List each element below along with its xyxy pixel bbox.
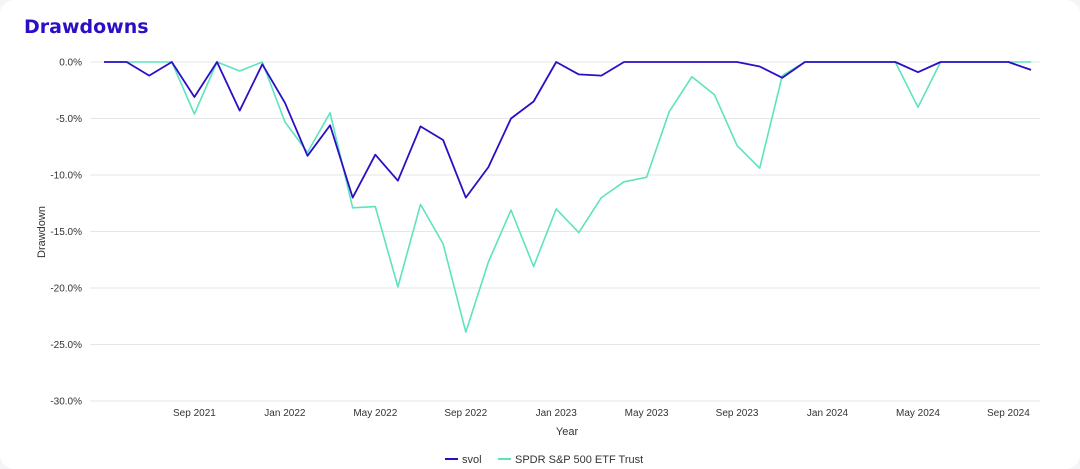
x-tick-label: Jan 2024 xyxy=(807,408,849,419)
x-tick-label: May 2022 xyxy=(353,408,397,419)
x-tick-label: Jan 2022 xyxy=(264,408,306,419)
x-tick-label: Jan 2023 xyxy=(536,408,578,419)
legend: svol SPDR S&P 500 ETF Trust xyxy=(445,454,643,466)
y-tick-label: -10.0% xyxy=(50,171,82,182)
x-tick-label: Sep 2022 xyxy=(444,408,487,419)
legend-item-svol[interactable]: svol xyxy=(445,454,482,466)
x-axis-label: Year xyxy=(556,426,579,438)
x-tick-labels: Sep 2021 Jan 2022 May 2022 Sep 2022 Jan 2023… xyxy=(173,408,1030,419)
legend-item-spy[interactable]: SPDR S&P 500 ETF Trust xyxy=(498,454,643,466)
y-tick-label: 0.0% xyxy=(59,58,82,69)
legend-label-spy: SPDR S&P 500 ETF Trust xyxy=(515,454,643,466)
y-tick-label: -20.0% xyxy=(50,284,82,295)
x-tick-label: May 2023 xyxy=(625,408,669,419)
series-lines xyxy=(104,61,1032,333)
y-tick-labels: 0.0% -5.0% -10.0% -15.0% -20.0% -25.0% -30.0% xyxy=(50,58,82,408)
y-axis-label: Drawdown xyxy=(36,206,48,258)
y-tick-label: -25.0% xyxy=(50,340,82,351)
x-tick-label: Sep 2021 xyxy=(173,408,216,419)
x-tick-label: Sep 2023 xyxy=(716,408,759,419)
x-tick-label: Sep 2024 xyxy=(987,408,1030,419)
y-tick-label: -30.0% xyxy=(50,397,82,408)
y-tick-label: -15.0% xyxy=(50,227,82,238)
chart-title: Drawdowns xyxy=(24,16,149,38)
legend-label-svol: svol xyxy=(462,454,482,466)
y-tick-label: -5.0% xyxy=(56,114,82,125)
x-tick-label: May 2024 xyxy=(896,408,940,419)
series-line-svol xyxy=(104,61,1032,199)
gridlines xyxy=(90,61,1040,402)
